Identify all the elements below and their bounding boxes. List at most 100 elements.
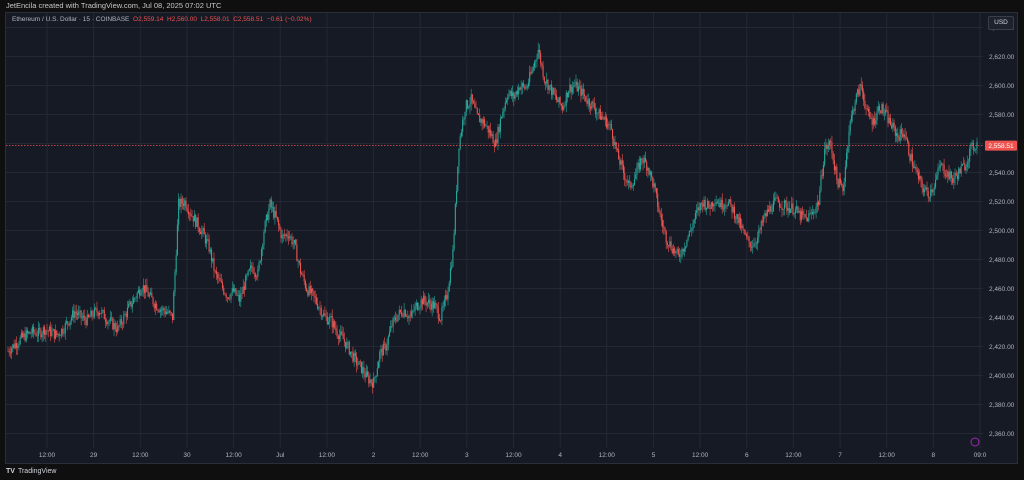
- currency-button[interactable]: USD: [988, 16, 1014, 30]
- candle-body: [427, 299, 430, 303]
- x-tick-label: 3: [465, 452, 469, 459]
- candle-body: [72, 310, 74, 318]
- candle-body: [927, 191, 929, 198]
- candle-body: [782, 208, 784, 210]
- candle-body: [908, 141, 910, 155]
- candle-body: [226, 297, 228, 299]
- y-tick-label: 2,400.00: [989, 373, 1015, 380]
- candle-body: [470, 94, 472, 105]
- candle-body: [588, 99, 590, 107]
- candle-body: [466, 100, 469, 109]
- candle-body: [369, 379, 371, 384]
- candle-body: [948, 171, 950, 180]
- candle-body: [363, 367, 365, 375]
- candle-body: [219, 278, 221, 282]
- candle-body: [952, 178, 954, 183]
- candle-body: [543, 77, 545, 83]
- candle-body: [731, 204, 733, 213]
- candle-body: [386, 344, 388, 351]
- candle-body: [496, 139, 498, 144]
- candle-body: [676, 249, 678, 252]
- candle-body: [564, 105, 566, 107]
- candle-body: [432, 301, 434, 309]
- candle-body: [81, 317, 83, 319]
- candle-body: [742, 225, 744, 230]
- candle-body: [446, 295, 448, 300]
- candle-body: [313, 290, 315, 296]
- candle-body: [78, 311, 80, 315]
- candle-body: [211, 249, 213, 262]
- candle-body: [725, 205, 727, 207]
- candle-body: [900, 129, 902, 134]
- candle-body: [924, 189, 926, 193]
- candle-body: [112, 318, 114, 330]
- candle-body: [398, 309, 400, 315]
- candle-body: [399, 309, 402, 312]
- y-tick-label: 2,540.00: [989, 170, 1015, 177]
- candle-body: [587, 99, 589, 104]
- candle-body: [292, 243, 294, 245]
- candle-body: [494, 139, 497, 147]
- candle-body: [750, 247, 753, 248]
- candle-body: [698, 207, 700, 211]
- candle-body: [906, 138, 909, 142]
- candle-body: [764, 213, 766, 217]
- candle-body: [744, 233, 746, 235]
- candle-body: [302, 274, 304, 276]
- candle-body: [876, 111, 878, 120]
- candle-body: [814, 212, 816, 214]
- candle-body: [626, 180, 628, 183]
- candle-body: [696, 210, 698, 213]
- candle-body: [549, 84, 551, 86]
- candle-body: [137, 289, 139, 293]
- candle-body: [582, 88, 584, 95]
- candle-body: [965, 166, 967, 171]
- candle-body: [347, 341, 349, 343]
- candle-body: [28, 331, 30, 334]
- candle-body: [950, 171, 952, 179]
- candle-body: [309, 286, 311, 294]
- candle-body: [949, 171, 951, 180]
- candle-body: [50, 326, 52, 337]
- candle-body: [859, 84, 861, 96]
- candle-body: [231, 288, 233, 294]
- candle-body: [955, 173, 957, 176]
- candle-body: [861, 85, 863, 92]
- candle-body: [760, 221, 762, 230]
- candle-body: [562, 105, 564, 110]
- candle-body: [375, 375, 377, 378]
- candle-body: [23, 333, 25, 337]
- chart-area[interactable]: [5, 12, 1018, 464]
- candle-body: [61, 328, 63, 336]
- candle-body: [886, 109, 888, 112]
- candle-body: [631, 186, 633, 188]
- candle-body: [754, 243, 756, 245]
- candle-body: [475, 107, 477, 109]
- candle-body: [229, 298, 231, 300]
- candle-body: [468, 106, 470, 109]
- candle-body: [209, 249, 211, 252]
- candle-body: [660, 214, 662, 221]
- candle-body: [935, 179, 937, 188]
- tradingview-logo[interactable]: TV TradingView: [6, 468, 56, 475]
- candle-body: [601, 116, 603, 120]
- candle-body: [864, 100, 866, 109]
- candle-body: [563, 105, 565, 110]
- candle-body: [802, 211, 804, 215]
- candle-body: [857, 89, 859, 94]
- footer-bar: TV TradingView: [0, 464, 1024, 480]
- candle-body: [22, 332, 24, 337]
- candle-body: [157, 310, 159, 311]
- candle-body: [247, 270, 249, 276]
- candle-body: [353, 353, 355, 362]
- candle-body: [41, 334, 43, 338]
- candle-body: [274, 211, 276, 218]
- candle-body: [501, 116, 503, 119]
- candle-body: [192, 216, 194, 222]
- candle-body: [434, 302, 436, 309]
- candle-body: [425, 301, 427, 306]
- candle-body: [844, 166, 846, 182]
- price-chart[interactable]: 2,360.00 2,380.00 2,400.00 2,420.00 2,440.00…: [0, 0, 1024, 464]
- candle-body: [768, 209, 770, 212]
- candle-body: [729, 199, 731, 203]
